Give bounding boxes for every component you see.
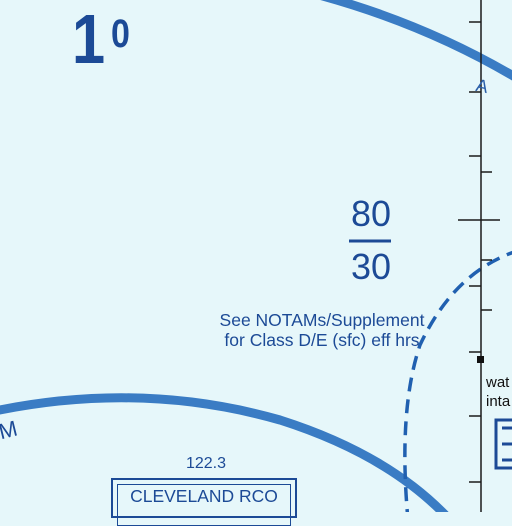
right-label-fragment-1: wat [486,374,510,391]
obstruction-marker [477,356,484,363]
meridian-ticks [458,21,500,483]
rco-name: CLEVELAND RCO [130,486,278,506]
notam-note-line1: See NOTAMs/Supplement [219,310,425,330]
rco-box: CLEVELAND RCO [111,478,297,526]
airspace-floor: 30 [350,246,392,287]
class-d-dashed-boundary [403,250,512,512]
notam-note-line2: for Class D/E (sfc) eff hrs [224,330,420,350]
class-c-arc-bottom [0,393,449,512]
airspace-ceiling: 80 [350,193,392,234]
sectional-chart-canvas [0,0,512,512]
notam-note: See NOTAMs/Supplement for Class D/E (sfc… [196,310,448,350]
class-c-arc-top [320,0,512,81]
mef-minor-digit: 0 [111,12,130,56]
airport-symbol-fragment [494,418,512,470]
rco-frequency: 122.3 [185,455,227,472]
right-label-fragment-2: inta [486,393,511,410]
mef-major-digit: 1 [72,0,105,78]
